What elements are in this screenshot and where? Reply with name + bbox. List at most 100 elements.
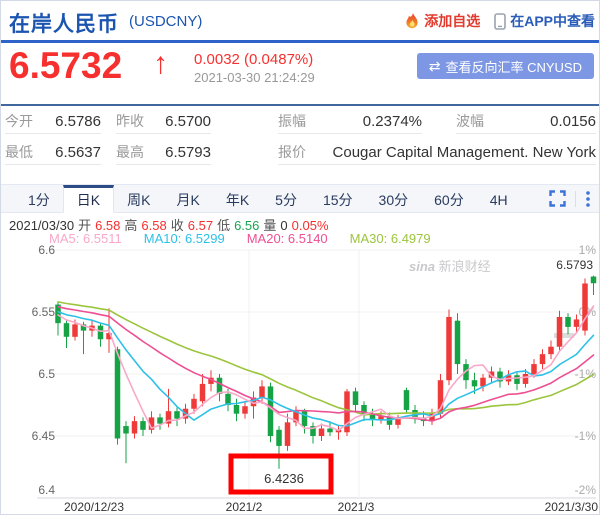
low-price-annotation: 6.4236 [264,471,304,486]
candle-body [471,380,478,387]
ma-legend-item-3: MA30: 6.4979 [349,231,431,246]
info-open_label: 开 [78,218,92,233]
tab-1分[interactable]: 1分 [28,192,50,208]
candle-body [531,364,537,374]
pct-axis-label: 0% [579,305,597,319]
reverse-rate-button[interactable]: ⇄ 查看反向汇率 CNYUSD [416,53,594,79]
candle-body [63,323,70,337]
cell-label: 最低 [5,144,33,160]
cell-value: Cougar Capital Management. New York [332,143,596,161]
tab-5分[interactable]: 5分 [275,192,297,208]
toolbar-divider [575,190,576,207]
cell-value: 6.5700 [165,112,211,130]
info-close_label: 收 [170,218,184,233]
x-axis-label: 2020/12/23 [64,500,124,514]
tab-月K[interactable]: 月K [176,192,200,208]
flame-icon [406,12,418,28]
more-options-icon[interactable] [585,190,591,208]
tab-周K[interactable]: 周K [127,192,151,208]
candle-body [97,325,104,340]
candle-body [344,391,350,433]
candle-body [199,383,206,402]
tab-年K[interactable]: 年K [225,192,250,208]
candle-body [335,429,342,433]
candle-body [573,319,580,327]
info-date: 2021/03/30 [9,218,75,233]
candle-body [148,417,155,430]
pct-axis-label: -2% [575,483,597,497]
candle-body [556,316,563,347]
fullscreen-icon[interactable] [549,190,566,207]
candle-body [182,408,189,419]
candle-body [140,421,146,430]
symbol-code: (USDCNY) [129,13,203,30]
y-axis-label: 6.4 [38,483,55,497]
table-cell-range: 波幅 0.0156 [456,109,596,134]
ma30-line [57,301,595,416]
current-price: 6.5732 [9,45,123,86]
candle-body [225,393,231,405]
y-axis-label: 6.5 [38,367,55,381]
candle-body [565,316,571,327]
candle-body [522,374,529,384]
ma-legend: MA5: 6.5511 MA10: 6.5299 MA20: 6.5140 MA30:… [49,231,453,246]
view-in-app-link[interactable]: 在APP中查看 [494,11,595,31]
x-axis-label: 2021/3/30 [545,500,599,514]
info-low_label: 低 [217,218,231,233]
ma20-line [57,305,595,422]
tab-60分[interactable]: 60分 [434,192,464,208]
add-watchlist-link[interactable]: 添加自选 [405,11,480,31]
table-cell-open: 今开 6.5786 [5,109,101,134]
y-axis-label: 6.55 [32,305,56,319]
candle-body [242,406,248,414]
candle-body [480,377,486,387]
candle-body [259,386,265,398]
view-in-app-label: 在APP中查看 [510,13,595,29]
tab-4H[interactable]: 4H [489,192,508,208]
cell-value: 0.2374% [362,112,422,130]
header-actions: 添加自选 在APP中查看 [405,11,595,31]
candle-body [191,398,197,409]
chart-toolbar-icons [549,184,591,213]
y-axis-label: 6.45 [32,429,56,443]
ma5-line [57,305,595,432]
info-change_pct: 0.05% [291,218,329,233]
cell-value: 6.5786 [55,112,101,130]
candle-body [157,417,163,424]
candle-body [131,421,138,434]
candle-body [403,390,410,410]
candle-body [420,417,427,422]
info-high: 6.58 [141,218,167,233]
candle-body [327,428,333,433]
pct-axis-label: 1% [579,243,597,257]
tab-日K[interactable]: 日K [62,185,115,213]
info-vol_label: 量 [263,218,277,233]
high-price-annotation: 6.5793 [556,258,593,272]
tab-15分[interactable]: 15分 [322,192,353,208]
candle-body [446,316,452,381]
candle-body [318,428,325,436]
phone-icon [494,12,507,30]
ma10-line [57,310,595,427]
tab-30分[interactable]: 30分 [378,192,409,208]
candle-body [386,416,393,425]
candle-body [250,397,257,407]
candle-body [548,346,554,355]
add-watchlist-label: 添加自选 [424,13,481,29]
candle-body [361,405,367,414]
info-low: 6.56 [234,218,260,233]
table-cell-prev-close: 昨收 6.5700 [116,109,211,134]
candle-body [293,411,299,423]
cell-value: 6.5637 [55,143,101,161]
cell-value: 6.5793 [165,143,211,161]
quote-timestamp: 2021-03-30 21:24:29 [194,70,315,85]
candle-body [395,418,401,425]
ma-legend-item-1: MA10: 6.5299 [143,231,225,246]
page-title: 在岸人民币 [9,13,119,36]
candle-body [454,320,461,365]
candle-body [165,411,172,424]
sina-watermark: sina 新浪财经 [409,259,491,274]
cell-label: 报价 [278,144,306,160]
pct-axis-label: -1% [575,429,597,443]
